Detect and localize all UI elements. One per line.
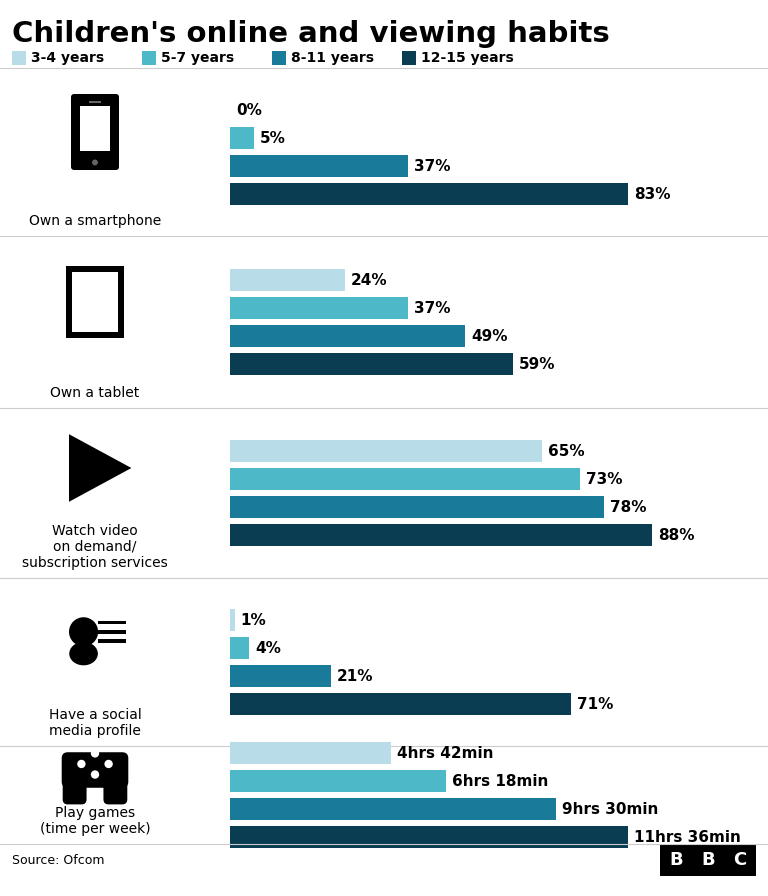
FancyBboxPatch shape	[98, 621, 126, 625]
FancyBboxPatch shape	[63, 773, 87, 805]
Text: 21%: 21%	[337, 668, 373, 684]
FancyBboxPatch shape	[230, 269, 345, 291]
FancyBboxPatch shape	[98, 630, 126, 633]
FancyBboxPatch shape	[230, 693, 571, 715]
FancyBboxPatch shape	[230, 297, 408, 319]
FancyBboxPatch shape	[71, 94, 119, 170]
FancyBboxPatch shape	[12, 51, 26, 65]
Text: 6hrs 18min: 6hrs 18min	[452, 773, 548, 788]
Text: 4hrs 42min: 4hrs 42min	[397, 745, 494, 761]
FancyBboxPatch shape	[104, 773, 127, 805]
Text: 4%: 4%	[255, 641, 281, 656]
FancyBboxPatch shape	[230, 665, 331, 687]
Text: 83%: 83%	[634, 186, 671, 202]
FancyBboxPatch shape	[230, 155, 408, 177]
Text: 3-4 years: 3-4 years	[31, 51, 104, 65]
FancyBboxPatch shape	[72, 272, 118, 332]
FancyBboxPatch shape	[142, 51, 156, 65]
FancyBboxPatch shape	[230, 826, 627, 848]
Circle shape	[78, 760, 85, 768]
Text: Own a tablet: Own a tablet	[51, 386, 140, 400]
FancyBboxPatch shape	[98, 640, 126, 643]
Text: 65%: 65%	[548, 444, 584, 459]
FancyBboxPatch shape	[230, 183, 628, 205]
Circle shape	[91, 749, 99, 758]
FancyBboxPatch shape	[230, 440, 542, 462]
FancyBboxPatch shape	[660, 844, 756, 876]
Text: 78%: 78%	[611, 499, 647, 514]
FancyBboxPatch shape	[230, 468, 581, 490]
Text: 37%: 37%	[414, 300, 450, 315]
FancyBboxPatch shape	[230, 770, 446, 792]
Text: Watch video
on demand/
subscription services: Watch video on demand/ subscription serv…	[22, 523, 168, 570]
Text: 71%: 71%	[577, 696, 613, 711]
Polygon shape	[69, 435, 131, 502]
Circle shape	[92, 159, 98, 166]
Text: 11hrs 36min: 11hrs 36min	[634, 830, 740, 845]
FancyBboxPatch shape	[88, 101, 101, 103]
Circle shape	[104, 760, 113, 768]
Text: 9hrs 30min: 9hrs 30min	[561, 802, 658, 816]
FancyBboxPatch shape	[230, 742, 391, 764]
FancyBboxPatch shape	[272, 51, 286, 65]
Text: 88%: 88%	[658, 528, 695, 542]
Circle shape	[91, 771, 99, 779]
FancyBboxPatch shape	[66, 266, 124, 338]
Text: 5%: 5%	[260, 131, 286, 145]
Text: 49%: 49%	[472, 329, 508, 343]
Text: 5-7 years: 5-7 years	[161, 51, 234, 65]
FancyBboxPatch shape	[402, 51, 416, 65]
Text: 59%: 59%	[519, 357, 556, 372]
Text: B: B	[701, 851, 715, 869]
FancyBboxPatch shape	[230, 798, 556, 820]
Text: Have a social
media profile: Have a social media profile	[48, 708, 141, 738]
Text: Children's online and viewing habits: Children's online and viewing habits	[12, 20, 610, 48]
Text: C: C	[733, 851, 746, 869]
Ellipse shape	[69, 642, 98, 666]
Text: 12-15 years: 12-15 years	[421, 51, 514, 65]
FancyBboxPatch shape	[80, 106, 110, 151]
Text: 73%: 73%	[587, 471, 623, 487]
Text: 1%: 1%	[241, 613, 266, 627]
FancyBboxPatch shape	[230, 524, 652, 546]
Text: 37%: 37%	[414, 159, 450, 174]
FancyBboxPatch shape	[230, 609, 235, 631]
FancyBboxPatch shape	[61, 753, 128, 788]
Text: 0%: 0%	[236, 102, 262, 117]
Text: B: B	[669, 851, 683, 869]
Text: 8-11 years: 8-11 years	[291, 51, 374, 65]
FancyBboxPatch shape	[230, 353, 513, 375]
Text: Source: Ofcom: Source: Ofcom	[12, 854, 104, 866]
FancyBboxPatch shape	[230, 637, 249, 659]
FancyBboxPatch shape	[230, 496, 604, 518]
Circle shape	[69, 617, 98, 646]
Text: Play games
(time per week): Play games (time per week)	[40, 806, 151, 836]
FancyBboxPatch shape	[230, 127, 254, 149]
Text: 24%: 24%	[351, 272, 388, 288]
FancyBboxPatch shape	[230, 325, 465, 347]
Text: Own a smartphone: Own a smartphone	[29, 214, 161, 228]
